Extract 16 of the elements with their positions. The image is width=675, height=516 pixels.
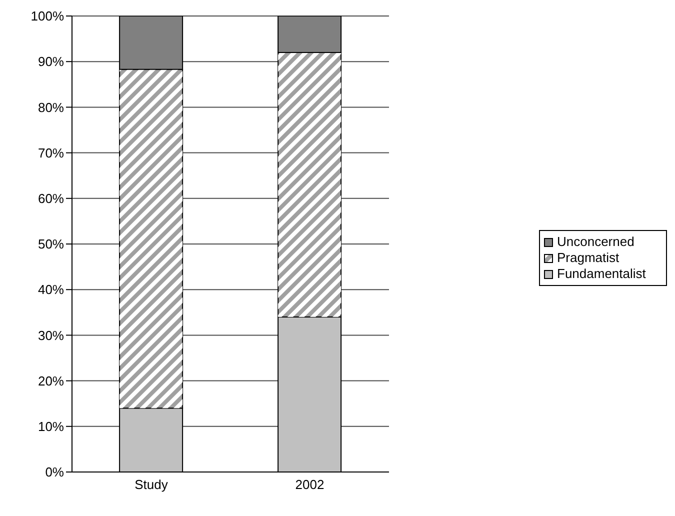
y-tick-label: 50% [38, 236, 64, 252]
y-tick-label: 100% [30, 8, 64, 24]
y-tick-label: 90% [38, 54, 64, 70]
y-tick-label: 0% [45, 464, 64, 480]
y-tick-label: 40% [38, 282, 64, 298]
legend-label: Fundamentalist [557, 266, 646, 282]
x-tick-label: Study [134, 477, 168, 492]
y-tick-label: 10% [38, 419, 64, 434]
legend-label: Unconcerned [557, 234, 634, 250]
x-tick-label: 2002 [295, 477, 324, 492]
y-tick-label: 20% [38, 373, 64, 388]
y-tick-label: 70% [38, 145, 64, 160]
y-tick-label: 80% [38, 100, 64, 115]
y-tick-label: 60% [38, 191, 64, 206]
y-tick-label: 30% [38, 328, 64, 343]
legend-label: Pragmatist [557, 250, 620, 266]
